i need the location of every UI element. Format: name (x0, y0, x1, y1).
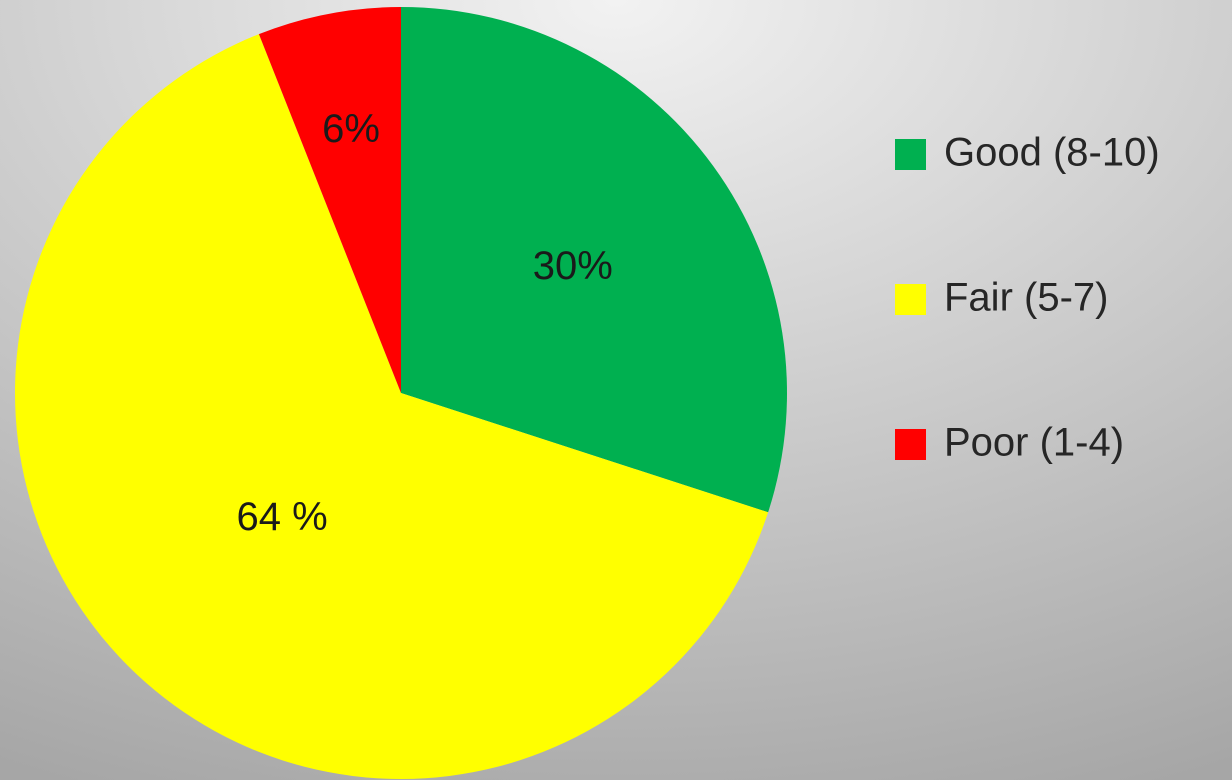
legend-swatch (895, 139, 926, 170)
value-label: 64 % (237, 495, 328, 539)
legend-text: Good (8-10) (944, 131, 1160, 175)
value-label: 6% (322, 107, 380, 151)
value-label: 30% (533, 244, 613, 288)
pie-slice (258, 7, 401, 393)
legend-swatch (895, 284, 926, 315)
pie-slice (401, 7, 787, 513)
legend-text: Poor (1-4) (944, 421, 1124, 465)
pie-slice (14, 34, 769, 780)
legend-text: Fair (5-7) (944, 276, 1108, 320)
legend-swatch (895, 429, 926, 460)
